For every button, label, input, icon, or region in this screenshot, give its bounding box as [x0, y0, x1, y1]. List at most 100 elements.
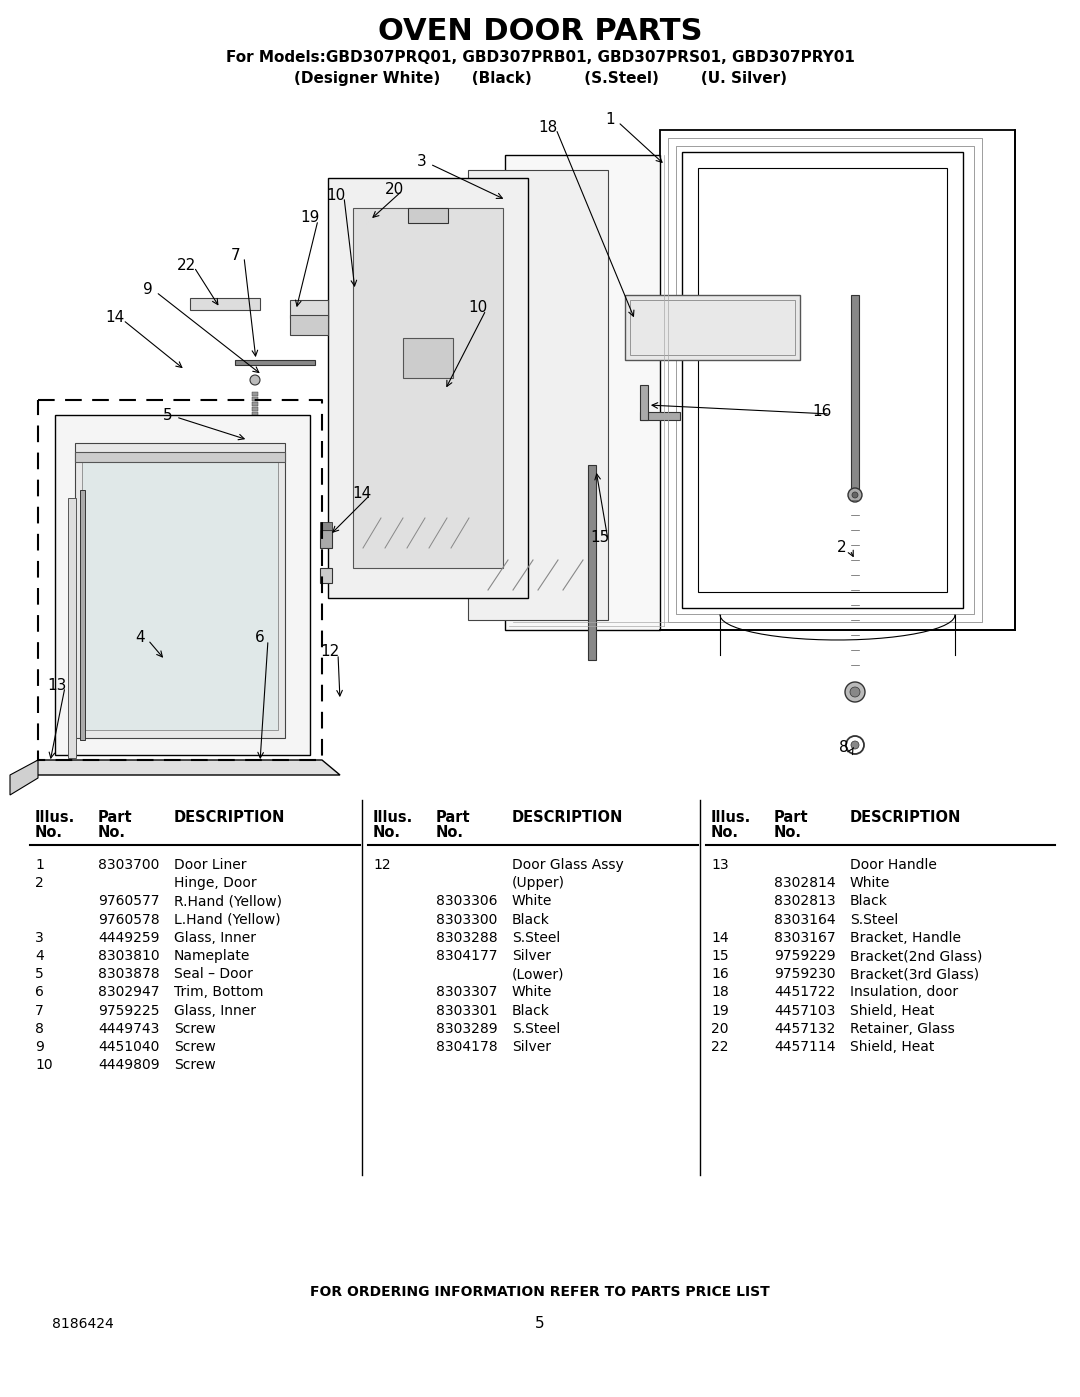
Text: 19: 19	[300, 211, 320, 225]
Text: No.: No.	[774, 826, 802, 840]
Text: 8302813: 8302813	[774, 894, 836, 908]
Text: 22: 22	[176, 257, 195, 272]
Bar	[681, 152, 963, 608]
Text: 5: 5	[536, 1316, 544, 1331]
Bar	[82, 453, 278, 731]
Circle shape	[249, 374, 260, 386]
Text: 14: 14	[711, 930, 729, 944]
Text: 4449259: 4449259	[98, 930, 160, 944]
Text: Seal – Door: Seal – Door	[174, 967, 253, 981]
Text: 15: 15	[591, 531, 609, 545]
Bar	[353, 208, 503, 569]
Polygon shape	[21, 760, 340, 775]
Text: 4449743: 4449743	[98, 1021, 160, 1035]
Bar	[625, 295, 800, 360]
Bar	[851, 295, 859, 495]
Bar	[252, 397, 258, 401]
Text: 10: 10	[326, 187, 346, 203]
Text: 8304177: 8304177	[436, 949, 498, 963]
Circle shape	[852, 492, 858, 497]
Text: Retainer, Glass: Retainer, Glass	[850, 1021, 955, 1035]
Text: Shield, Heat: Shield, Heat	[850, 1039, 934, 1053]
Text: Insulation, door: Insulation, door	[850, 985, 958, 999]
Text: 9: 9	[144, 282, 153, 298]
Text: 8303301: 8303301	[436, 1003, 498, 1017]
Text: No.: No.	[35, 826, 63, 840]
Text: 13: 13	[711, 858, 729, 872]
Text: Part: Part	[436, 810, 471, 826]
Text: No.: No.	[98, 826, 126, 840]
Bar	[291, 300, 328, 319]
Text: 8: 8	[35, 1021, 44, 1035]
Text: White: White	[512, 894, 552, 908]
Text: 12: 12	[373, 858, 391, 872]
Text: 6: 6	[35, 985, 44, 999]
Text: Door Liner: Door Liner	[174, 858, 246, 872]
Bar	[75, 453, 285, 462]
Bar	[660, 130, 1015, 630]
Text: OVEN DOOR PARTS: OVEN DOOR PARTS	[378, 18, 702, 46]
Text: Nameplate: Nameplate	[174, 949, 251, 963]
Text: DESCRIPTION: DESCRIPTION	[174, 810, 285, 826]
Text: Bracket(3rd Glass): Bracket(3rd Glass)	[850, 967, 980, 981]
Text: 7: 7	[231, 247, 241, 263]
Text: 6: 6	[255, 630, 265, 645]
Text: 4457114: 4457114	[774, 1039, 836, 1053]
Text: (Designer White)      (Black)          (S.Steel)        (U. Silver): (Designer White) (Black) (S.Steel) (U. S…	[294, 70, 786, 85]
Bar	[640, 386, 648, 420]
Text: Silver: Silver	[512, 1039, 551, 1053]
Text: Bracket(2nd Glass): Bracket(2nd Glass)	[850, 949, 983, 963]
Text: 1: 1	[35, 858, 44, 872]
Bar	[640, 412, 680, 420]
Text: 4457103: 4457103	[774, 1003, 835, 1017]
Text: Part: Part	[98, 810, 133, 826]
Bar	[190, 298, 260, 310]
Text: 9: 9	[35, 1039, 44, 1053]
Circle shape	[848, 488, 862, 502]
Text: DESCRIPTION: DESCRIPTION	[512, 810, 623, 826]
Text: 8303307: 8303307	[436, 985, 498, 999]
Bar	[669, 138, 982, 622]
Text: For Models:GBD307PRQ01, GBD307PRB01, GBD307PRS01, GBD307PRY01: For Models:GBD307PRQ01, GBD307PRB01, GBD…	[226, 49, 854, 64]
Text: 4457132: 4457132	[774, 1021, 835, 1035]
Text: Shield, Heat: Shield, Heat	[850, 1003, 934, 1017]
Text: S.Steel: S.Steel	[512, 1021, 561, 1035]
Text: 16: 16	[812, 405, 832, 419]
Bar	[252, 412, 258, 416]
Text: 2: 2	[35, 876, 44, 890]
Text: 16: 16	[711, 967, 729, 981]
Text: 8302947: 8302947	[98, 985, 160, 999]
Bar	[68, 497, 76, 759]
Text: 8: 8	[839, 740, 849, 756]
Text: 18: 18	[538, 120, 557, 134]
Text: S.Steel: S.Steel	[850, 912, 899, 926]
Circle shape	[851, 740, 859, 749]
Text: 8303164: 8303164	[774, 912, 836, 926]
Bar	[252, 402, 258, 407]
Bar	[505, 155, 660, 630]
Text: DESCRIPTION: DESCRIPTION	[850, 810, 961, 826]
Text: 9760577: 9760577	[98, 894, 160, 908]
Text: 7: 7	[35, 1003, 44, 1017]
Text: (Lower): (Lower)	[512, 967, 565, 981]
Text: Screw: Screw	[174, 1021, 216, 1035]
Text: Black: Black	[850, 894, 888, 908]
Bar	[320, 569, 332, 583]
Text: 5: 5	[35, 967, 44, 981]
Text: Glass, Inner: Glass, Inner	[174, 930, 256, 944]
Text: 8302814: 8302814	[774, 876, 836, 890]
Text: 3: 3	[35, 930, 44, 944]
Bar	[235, 360, 315, 365]
Text: Illus.: Illus.	[373, 810, 414, 826]
Text: Screw: Screw	[174, 1039, 216, 1053]
Text: Glass, Inner: Glass, Inner	[174, 1003, 256, 1017]
Text: 22: 22	[711, 1039, 729, 1053]
Text: Black: Black	[512, 1003, 550, 1017]
Bar	[468, 170, 608, 620]
Text: 14: 14	[352, 486, 372, 500]
Text: Silver: Silver	[512, 949, 551, 963]
Bar	[291, 314, 328, 335]
Text: Illus.: Illus.	[711, 810, 752, 826]
Bar	[320, 522, 332, 529]
Text: 4449809: 4449809	[98, 1058, 160, 1073]
